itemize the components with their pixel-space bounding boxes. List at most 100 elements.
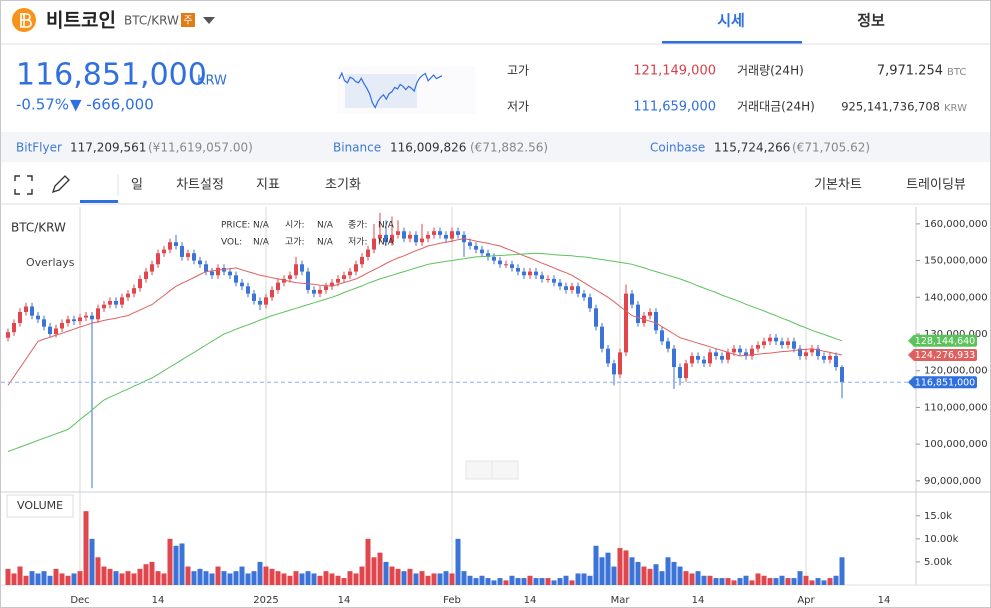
candle-body <box>648 311 652 316</box>
candle-body <box>84 315 88 318</box>
candle-body <box>306 271 310 290</box>
volume-bar <box>191 571 197 585</box>
volume-bar <box>359 566 365 585</box>
candle-body <box>528 271 532 276</box>
volume-bar <box>263 566 269 585</box>
candle-body <box>576 286 580 294</box>
candle-body <box>12 322 16 333</box>
toolbar-button[interactable]: 트레이딩뷰 <box>906 178 966 193</box>
volume-bar <box>425 575 431 585</box>
volume-bar <box>221 571 227 585</box>
exchange-foreign: (€71,705.62) <box>792 141 870 155</box>
candle-body <box>324 286 328 290</box>
volume-bar <box>377 552 383 585</box>
candle-body <box>156 253 160 265</box>
candle-body <box>822 356 826 360</box>
volume-bar <box>515 578 521 585</box>
volume-bar <box>485 578 491 585</box>
volume-bar <box>641 566 647 585</box>
volume-bar <box>287 575 293 585</box>
x-tick-label: 14 <box>878 595 891 606</box>
candle-body <box>762 341 766 346</box>
coin-name: 비트코인 <box>46 10 116 32</box>
volume-bar <box>611 566 617 585</box>
volume-bar <box>35 573 41 585</box>
candle-body <box>696 356 700 360</box>
candle-body <box>168 242 172 250</box>
period[interactable]: 일 <box>131 178 143 193</box>
candle-body <box>666 341 670 349</box>
tab[interactable]: 정보 <box>857 12 885 30</box>
price-tag <box>908 349 977 362</box>
candle-body <box>744 352 748 357</box>
volume-bar <box>209 573 215 585</box>
volume-bar <box>737 578 743 585</box>
volume-bar <box>125 571 131 585</box>
pair: BTC/KRW <box>124 14 179 28</box>
fullscreen-icon[interactable] <box>14 175 33 195</box>
volume-bar <box>443 571 449 585</box>
exchange-price: 116,009,826 <box>390 141 466 155</box>
candle-body <box>54 328 58 335</box>
y-tick-label: 15.0k <box>924 511 952 522</box>
candle-body <box>798 348 802 357</box>
volume-bar <box>251 571 257 585</box>
volume-bar <box>197 568 203 585</box>
volume-bar <box>389 566 395 585</box>
readout-value: N/A <box>317 238 334 248</box>
volume-box <box>6 494 74 518</box>
volume-bar <box>119 573 125 585</box>
volume-bar <box>701 575 707 585</box>
candle-body <box>834 356 838 368</box>
volume-bar <box>329 573 335 585</box>
volume-bar <box>173 545 179 585</box>
stat-label: 저가 <box>507 100 529 114</box>
stat-label: 거래대금(24H) <box>737 100 815 114</box>
volume-bar <box>653 564 659 585</box>
candle-body <box>18 311 22 323</box>
scroll-button[interactable] <box>491 460 519 480</box>
scroll-button[interactable] <box>465 460 493 480</box>
stat-label: 거래량(24H) <box>737 64 804 78</box>
candle-body <box>678 367 682 379</box>
toolbar-button[interactable]: 기본차트 <box>814 178 862 193</box>
candle-body <box>282 278 286 283</box>
volume-bar <box>77 571 83 585</box>
volume-bar <box>65 575 71 585</box>
volume-bar <box>311 573 317 585</box>
toolbar-button[interactable]: 지표 <box>256 178 280 193</box>
candle-body <box>354 264 358 272</box>
volume-bar <box>413 573 419 585</box>
coin-glyph <box>20 13 32 28</box>
overlays[interactable]: Overlays <box>26 256 75 269</box>
candle-body <box>816 348 820 357</box>
candle-body <box>408 234 412 239</box>
volume-bar <box>419 571 425 585</box>
candle-body <box>360 256 364 265</box>
exchange-name: Coinbase <box>650 141 705 155</box>
volume-bar <box>479 575 485 585</box>
volume-bar <box>599 557 605 585</box>
candle-body <box>390 234 394 243</box>
toolbar-button[interactable]: 차트설정 <box>176 178 224 193</box>
dropdown[interactable] <box>203 17 215 24</box>
candle-body <box>480 249 484 254</box>
currency: KRW <box>197 74 227 89</box>
chart-title: BTC/KRW <box>11 221 66 235</box>
volume-bar <box>353 573 359 585</box>
draw-icon[interactable] <box>51 175 70 194</box>
price-tag <box>908 334 977 347</box>
candle-body <box>498 260 502 265</box>
candle-body <box>36 315 40 320</box>
tab[interactable]: 시세 <box>717 12 745 30</box>
candle-body <box>126 293 130 298</box>
volume-bar <box>635 561 641 585</box>
toolbar-button[interactable]: 초기화 <box>325 178 361 193</box>
exchange-bar <box>1 132 990 162</box>
candle-body <box>450 231 454 239</box>
exchange-name: Binance <box>333 141 381 155</box>
candle-body <box>204 264 208 272</box>
y-tick-label: 90,000,000 <box>924 476 981 487</box>
volume-bar <box>779 575 785 585</box>
candle-body <box>510 264 514 268</box>
